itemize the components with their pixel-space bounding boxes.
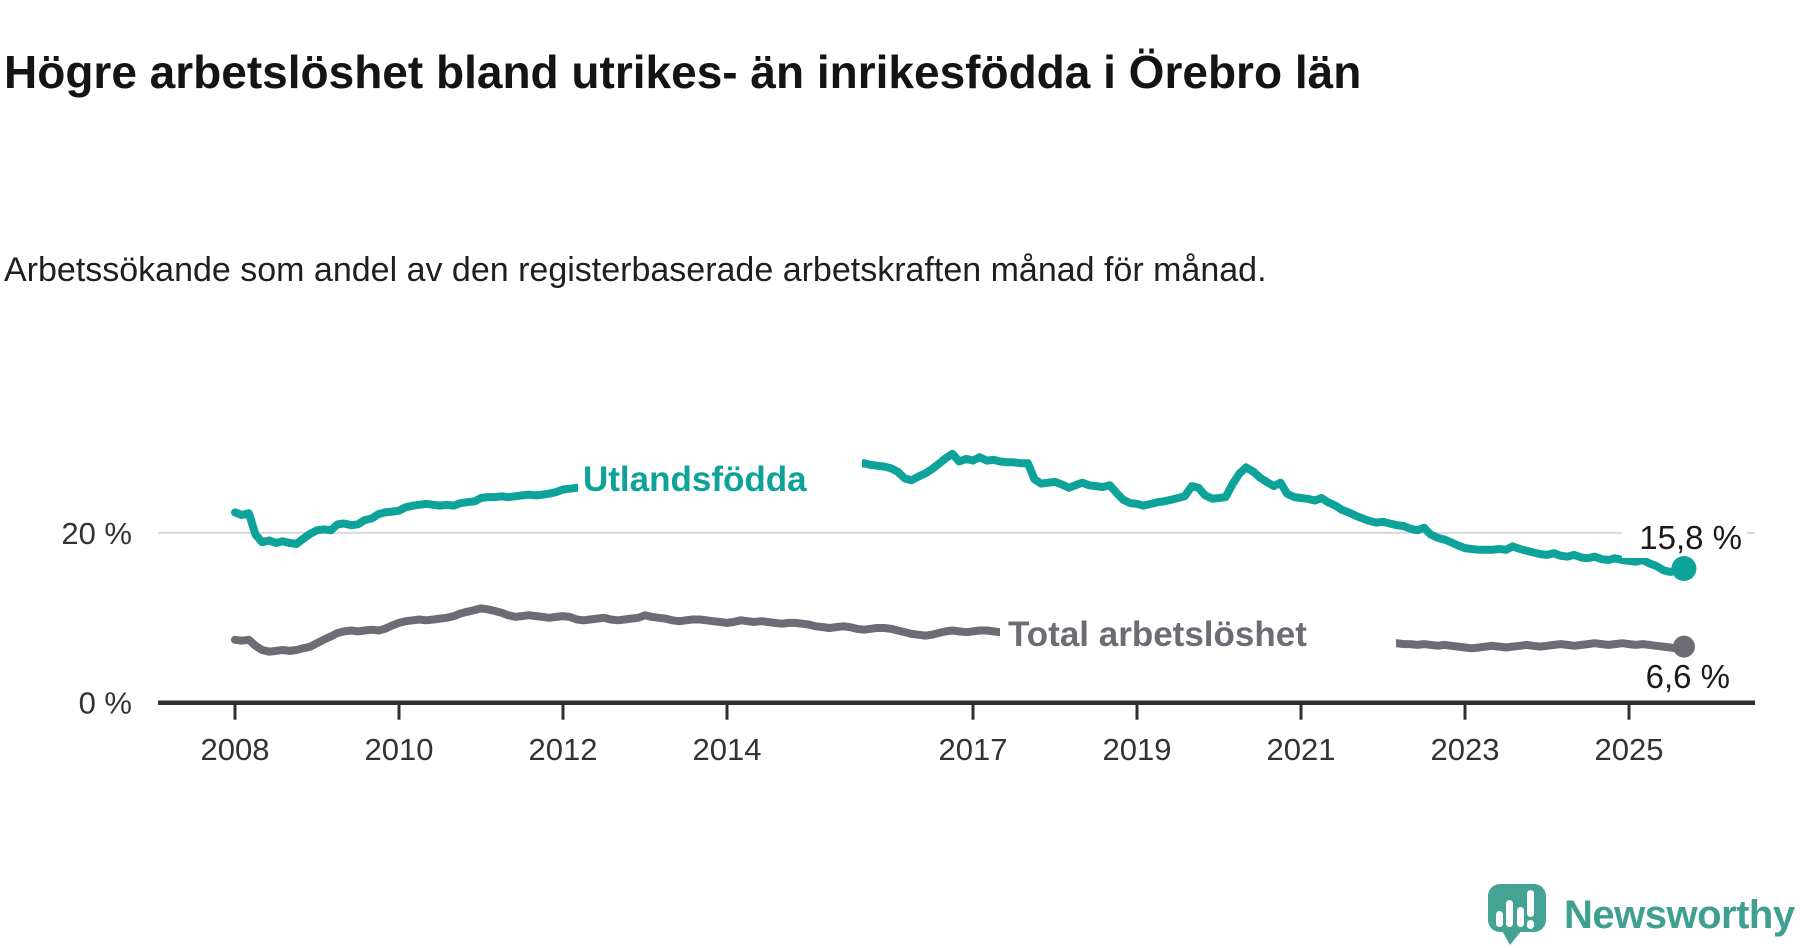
page-title: Högre arbetslöshet bland utrikes- än inr… [4,45,1362,98]
x-tick-label-2021: 2021 [1267,732,1336,767]
chart-subtitle: Arbetssökande som andel av den registerb… [4,251,1267,289]
x-tick-label-2025: 2025 [1595,732,1664,767]
series-lines [231,449,1688,656]
x-axis [158,700,1755,720]
series-label-halo [1000,610,1396,658]
end-dot-utlandsfodda [1671,555,1697,581]
end-value-label: 15,8 % [1639,519,1742,556]
series-line-utlandsfodda [231,449,1688,576]
series-label-halo [578,452,862,502]
newsworthy-logo: Newsworthy [1488,884,1795,946]
y-tick-label-20: 20 % [61,516,132,551]
label-halo-masks [578,452,1747,658]
end-dot-total [1672,635,1695,658]
x-tick-label-2023: 2023 [1431,732,1500,767]
newsworthy-chart-bubble-icon [1488,884,1546,945]
x-tick-label-2014: 2014 [693,732,762,767]
y-tick-label-0: 0 % [79,686,132,721]
series-label: Utlandsfödda [583,460,807,499]
x-tick-label-2008: 2008 [201,732,270,767]
end-value-label: 6,6 % [1646,658,1730,695]
x-tick-label-2019: 2019 [1103,732,1172,767]
newsworthy-wordmark: Newsworthy [1564,893,1795,937]
series-line-total [231,604,1688,656]
axis-and-series-labels: 2008 2010 2012 2014 2017 2019 2021 2023 2025 20 %… [61,460,1663,767]
x-tick-label-2017: 2017 [939,732,1008,767]
series-label: Total arbetslöshet [1008,615,1307,654]
series-end-dots: 15,8 % 6,6 % [1639,519,1742,695]
x-tick-label-2012: 2012 [529,732,598,767]
x-tick-label-2010: 2010 [365,732,434,767]
end-label-halo [1622,518,1747,558]
